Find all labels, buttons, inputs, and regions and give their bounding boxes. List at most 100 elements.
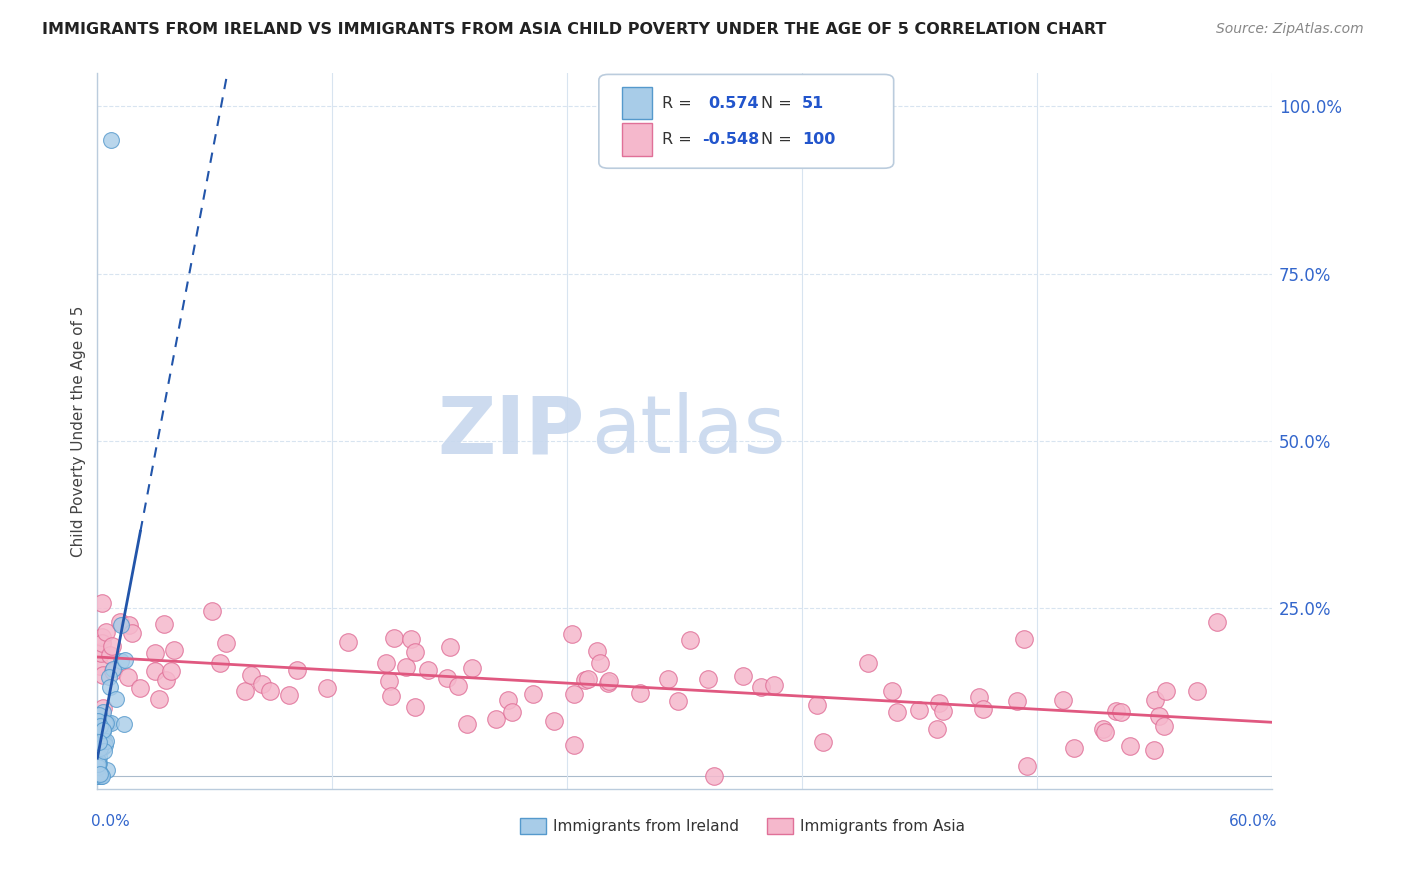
Point — [456, 717, 478, 731]
Point — [96, 763, 118, 777]
Point — [378, 673, 401, 688]
Point — [87, 769, 110, 783]
Point — [91, 723, 114, 738]
Point — [1005, 693, 1028, 707]
Point — [501, 706, 523, 720]
Point — [91, 706, 114, 720]
Point — [100, 133, 122, 147]
Text: 60.0%: 60.0% — [1229, 814, 1278, 830]
Point — [596, 676, 619, 690]
Point — [128, 681, 150, 696]
Point — [91, 630, 114, 644]
Text: Source: ZipAtlas.com: Source: ZipAtlas.com — [1216, 22, 1364, 37]
Point — [93, 716, 115, 731]
Point — [121, 626, 143, 640]
Point — [89, 767, 111, 781]
Point — [91, 723, 114, 737]
Point — [697, 672, 720, 686]
Point — [749, 680, 772, 694]
Point — [404, 645, 426, 659]
Text: Immigrants from Ireland: Immigrants from Ireland — [553, 819, 740, 834]
Point — [90, 769, 112, 783]
Point — [89, 659, 111, 673]
Point — [908, 703, 931, 717]
Point — [96, 715, 118, 730]
Point — [87, 765, 110, 780]
Point — [101, 664, 124, 678]
Y-axis label: Child Poverty Under the Age of 5: Child Poverty Under the Age of 5 — [72, 305, 86, 557]
Point — [233, 684, 256, 698]
Point — [1052, 693, 1074, 707]
Point — [813, 735, 835, 749]
Point — [1143, 742, 1166, 756]
Point — [576, 672, 599, 686]
Text: atlas: atlas — [591, 392, 785, 470]
Point — [928, 697, 950, 711]
Point — [91, 636, 114, 650]
Point — [94, 738, 117, 752]
Point — [485, 712, 508, 726]
Bar — [520, 819, 546, 834]
Point — [110, 654, 132, 668]
Point — [143, 664, 166, 678]
Text: IMMIGRANTS FROM IRELAND VS IMMIGRANTS FROM ASIA CHILD POVERTY UNDER THE AGE OF 5: IMMIGRANTS FROM IRELAND VS IMMIGRANTS FR… — [42, 22, 1107, 37]
Point — [1119, 739, 1142, 754]
Point — [562, 738, 585, 752]
Point — [117, 670, 139, 684]
Point — [105, 692, 128, 706]
Point — [163, 643, 186, 657]
Point — [93, 744, 115, 758]
Point — [112, 717, 135, 731]
Point — [87, 723, 110, 738]
Bar — [623, 123, 652, 155]
Point — [89, 731, 111, 746]
Point — [87, 754, 110, 768]
Point — [214, 635, 236, 649]
Point — [89, 719, 111, 733]
Text: ZIP: ZIP — [437, 392, 585, 470]
Point — [336, 635, 359, 649]
Point — [160, 664, 183, 678]
Point — [1153, 719, 1175, 733]
Text: N =: N = — [761, 132, 797, 147]
Point — [90, 728, 112, 742]
Point — [1154, 684, 1177, 698]
Point — [101, 640, 124, 654]
Point — [114, 653, 136, 667]
Point — [250, 677, 273, 691]
Point — [969, 690, 991, 704]
Point — [91, 714, 114, 728]
Point — [93, 715, 115, 730]
Text: N =: N = — [761, 95, 797, 111]
Point — [461, 660, 484, 674]
Point — [1094, 724, 1116, 739]
Bar — [623, 87, 652, 120]
Point — [399, 632, 422, 647]
Point — [972, 702, 994, 716]
Text: -0.548: -0.548 — [702, 132, 759, 147]
Point — [679, 633, 702, 648]
Point — [1017, 758, 1039, 772]
Point — [90, 721, 112, 735]
Point — [87, 769, 110, 783]
Point — [93, 716, 115, 731]
Point — [657, 672, 679, 686]
Text: Immigrants from Asia: Immigrants from Asia — [800, 819, 965, 834]
Point — [110, 615, 132, 630]
Point — [315, 681, 337, 695]
Point — [703, 769, 725, 783]
Point — [882, 684, 904, 698]
Point — [404, 700, 426, 714]
Point — [239, 668, 262, 682]
Point — [574, 673, 596, 687]
Point — [1185, 683, 1208, 698]
Text: 100: 100 — [801, 132, 835, 147]
Point — [285, 663, 308, 677]
Point — [93, 734, 115, 748]
Point — [498, 692, 520, 706]
Point — [100, 716, 122, 731]
Point — [89, 741, 111, 756]
Text: R =: R = — [662, 95, 697, 111]
Bar — [766, 819, 793, 834]
Point — [856, 656, 879, 670]
